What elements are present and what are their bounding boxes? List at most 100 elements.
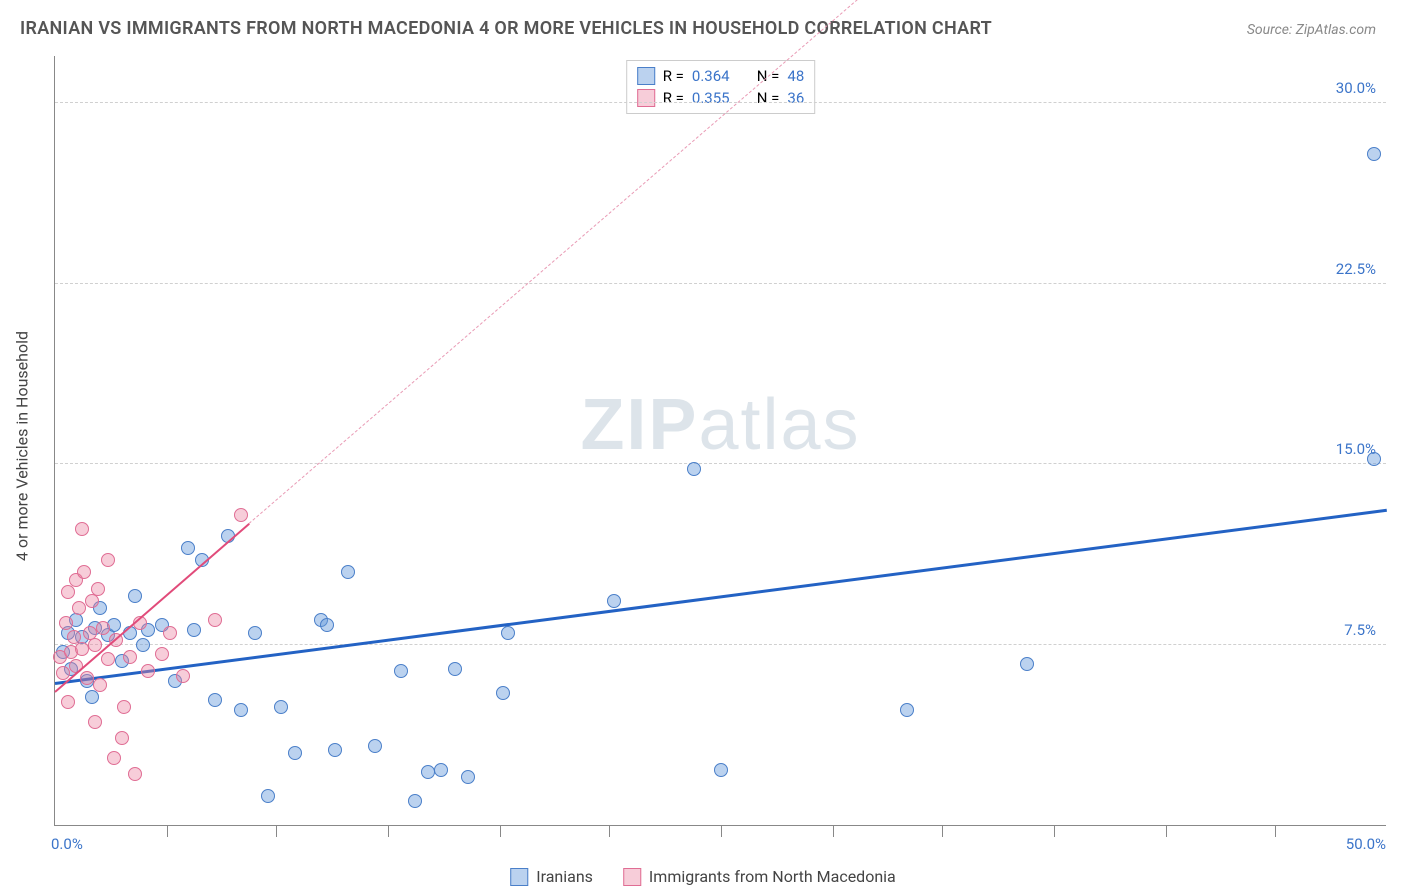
watermark-light: atlas bbox=[698, 385, 860, 465]
data-point bbox=[320, 618, 334, 632]
trend-line bbox=[249, 0, 934, 524]
data-point bbox=[687, 462, 701, 476]
x-tick bbox=[500, 825, 501, 837]
data-point bbox=[101, 553, 115, 567]
x-tick bbox=[833, 825, 834, 837]
data-point bbox=[248, 626, 262, 640]
data-point bbox=[85, 690, 99, 704]
x-end-label: 50.0% bbox=[1346, 835, 1386, 853]
data-point bbox=[117, 700, 131, 714]
data-point bbox=[88, 715, 102, 729]
y-tick-label: 22.5% bbox=[1336, 260, 1376, 278]
y-tick-label: 7.5% bbox=[1344, 621, 1376, 639]
data-point bbox=[341, 565, 355, 579]
data-point bbox=[75, 522, 89, 536]
y-tick-label: 30.0% bbox=[1336, 79, 1376, 97]
n-label: N = bbox=[757, 89, 780, 107]
data-point bbox=[176, 669, 190, 683]
chart-title: IRANIAN VS IMMIGRANTS FROM NORTH MACEDON… bbox=[20, 18, 992, 39]
legend-label: Iranians bbox=[536, 867, 593, 886]
data-point bbox=[900, 703, 914, 717]
gridline bbox=[55, 102, 1386, 103]
data-point bbox=[1367, 147, 1381, 161]
x-tick bbox=[388, 825, 389, 837]
data-point bbox=[59, 616, 73, 630]
stats-legend: R = 0.364 N = 48 R = 0.355 N = 36 bbox=[626, 60, 816, 114]
data-point bbox=[75, 642, 89, 656]
watermark: ZIPatlas bbox=[580, 384, 860, 466]
plot-area: ZIPatlas R = 0.364 N = 48 R = 0.355 N = 3… bbox=[54, 56, 1386, 826]
data-point bbox=[77, 565, 91, 579]
x-tick bbox=[167, 825, 168, 837]
data-point bbox=[1020, 657, 1034, 671]
r-value: 0.364 bbox=[692, 67, 730, 85]
swatch bbox=[510, 868, 528, 886]
data-point bbox=[72, 601, 86, 615]
data-point bbox=[208, 693, 222, 707]
data-point bbox=[80, 671, 94, 685]
r-label: R = bbox=[663, 89, 684, 107]
data-point bbox=[234, 703, 248, 717]
data-point bbox=[274, 700, 288, 714]
data-point bbox=[61, 585, 75, 599]
data-point bbox=[128, 767, 142, 781]
x-tick bbox=[942, 825, 943, 837]
x-tick bbox=[1166, 825, 1167, 837]
data-point bbox=[448, 662, 462, 676]
data-point bbox=[714, 763, 728, 777]
data-point bbox=[91, 582, 105, 596]
data-point bbox=[123, 650, 137, 664]
n-value: 36 bbox=[787, 89, 804, 107]
data-point bbox=[434, 763, 448, 777]
data-point bbox=[128, 589, 142, 603]
gridline bbox=[55, 463, 1386, 464]
legend-item: Iranians bbox=[510, 867, 593, 886]
data-point bbox=[141, 664, 155, 678]
data-point bbox=[85, 594, 99, 608]
data-point bbox=[501, 626, 515, 640]
data-point bbox=[607, 594, 621, 608]
data-point bbox=[261, 789, 275, 803]
series-legend: Iranians Immigrants from North Macedonia bbox=[510, 867, 896, 886]
data-point bbox=[394, 664, 408, 678]
x-tick bbox=[609, 825, 610, 837]
legend-item: Immigrants from North Macedonia bbox=[623, 867, 896, 886]
data-point bbox=[88, 638, 102, 652]
x-tick bbox=[721, 825, 722, 837]
data-point bbox=[288, 746, 302, 760]
data-point bbox=[96, 621, 110, 635]
data-point bbox=[136, 638, 150, 652]
data-point bbox=[155, 647, 169, 661]
data-point bbox=[461, 770, 475, 784]
data-point bbox=[181, 541, 195, 555]
data-point bbox=[61, 695, 75, 709]
data-point bbox=[421, 765, 435, 779]
r-label: R = bbox=[663, 67, 684, 85]
data-point bbox=[208, 613, 222, 627]
x-origin-label: 0.0% bbox=[51, 835, 83, 853]
data-point bbox=[163, 626, 177, 640]
data-point bbox=[1367, 452, 1381, 466]
watermark-bold: ZIP bbox=[580, 385, 698, 465]
stats-row: R = 0.355 N = 36 bbox=[637, 87, 805, 109]
y-axis-label: 4 or more Vehicles in Household bbox=[13, 331, 32, 561]
data-point bbox=[234, 508, 248, 522]
data-point bbox=[496, 686, 510, 700]
gridline bbox=[55, 283, 1386, 284]
source-credit: Source: ZipAtlas.com bbox=[1247, 22, 1376, 38]
x-tick bbox=[1275, 825, 1276, 837]
data-point bbox=[107, 751, 121, 765]
swatch bbox=[637, 67, 655, 85]
data-point bbox=[187, 623, 201, 637]
swatch bbox=[637, 89, 655, 107]
gridline bbox=[55, 644, 1386, 645]
data-point bbox=[328, 743, 342, 757]
r-value: 0.355 bbox=[692, 89, 730, 107]
x-tick bbox=[276, 825, 277, 837]
data-point bbox=[368, 739, 382, 753]
legend-label: Immigrants from North Macedonia bbox=[649, 867, 896, 886]
n-value: 48 bbox=[787, 67, 804, 85]
data-point bbox=[93, 678, 107, 692]
data-point bbox=[115, 731, 129, 745]
swatch bbox=[623, 868, 641, 886]
